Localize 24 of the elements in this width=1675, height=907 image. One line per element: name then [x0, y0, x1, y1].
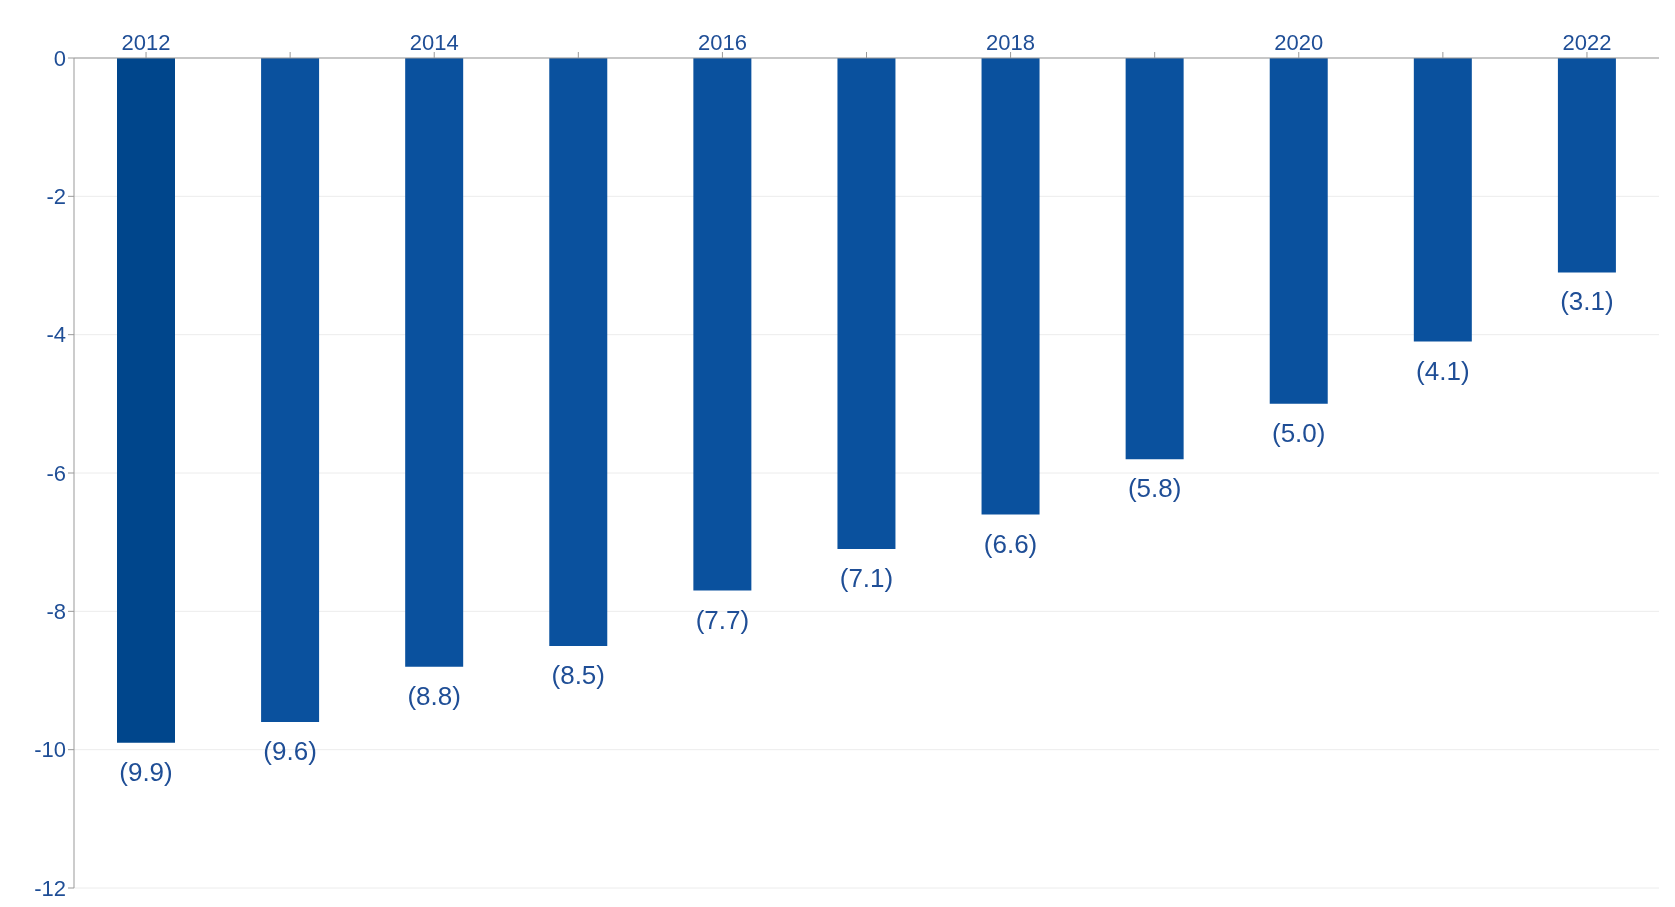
data-label: (8.5): [551, 659, 606, 690]
data-label: (3.1): [1560, 286, 1614, 317]
data-label: (5.0): [1271, 417, 1326, 448]
y-tick-label: -6: [46, 460, 66, 486]
x-tick-label: 2022: [1562, 30, 1612, 55]
y-tick-label: 0: [53, 45, 66, 71]
data-label: (7.7): [695, 604, 750, 635]
y-tick-label: -4: [46, 322, 66, 348]
x-tick-label: 2020: [1274, 30, 1324, 55]
y-tick-label: -2: [46, 184, 66, 210]
data-label: (8.8): [407, 680, 461, 711]
data-label: (9.6): [263, 736, 317, 766]
x-tick-label: 2014: [409, 30, 459, 55]
y-tick-label: -8: [46, 599, 66, 625]
data-label: (7.1): [839, 563, 894, 594]
x-tick-label: 2012: [121, 30, 171, 55]
x-tick-label: 2016: [697, 30, 747, 55]
data-label: (6.6): [983, 528, 1038, 559]
y-tick-label: -10: [34, 737, 66, 763]
data-label: (4.1): [1416, 355, 1470, 386]
data-label: (9.9): [119, 756, 173, 787]
y-tick-label: -12: [34, 875, 66, 901]
data-label: (5.8): [1127, 473, 1182, 504]
x-tick-label: 2018: [986, 30, 1036, 55]
